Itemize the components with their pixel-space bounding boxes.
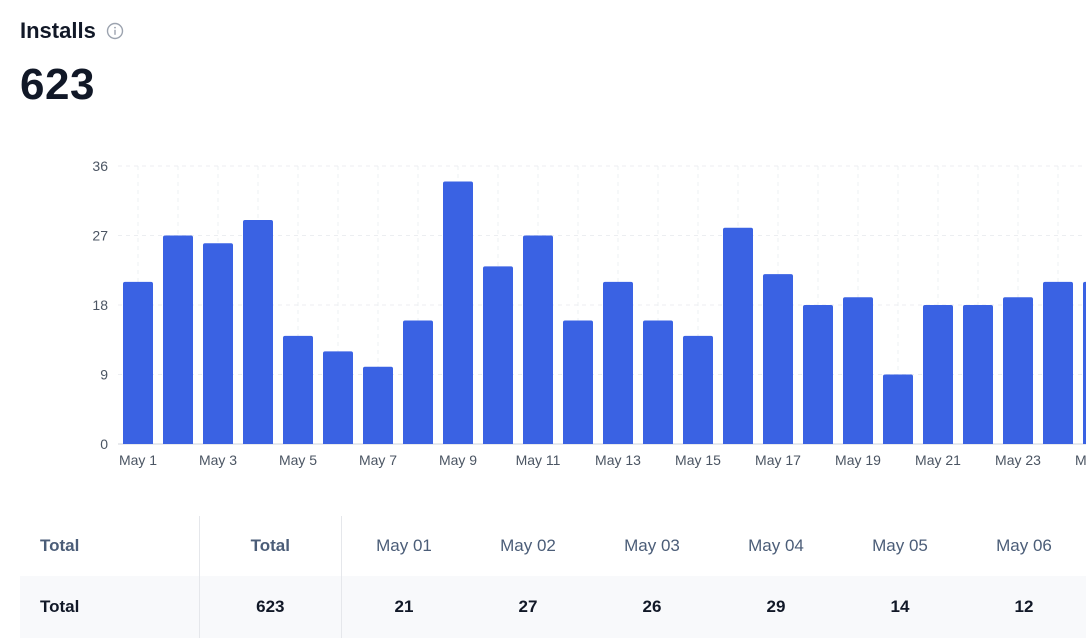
y-tick-label: 9 (100, 367, 108, 383)
bar (283, 335, 313, 444)
header: Installs (20, 18, 124, 44)
row-day-cell: 12 (1014, 597, 1034, 616)
x-tick-label: May 5 (279, 452, 317, 468)
row-day-cell: 21 (394, 597, 414, 616)
header-day-cell: May 03 (624, 536, 680, 555)
bar (883, 374, 913, 444)
x-tick-label: May 1 (119, 452, 157, 468)
installs-bar-chart: 0 9 18 27 36 May 1 May 3 May 5 May 7 May 9 May 11 M… (92, 158, 1086, 468)
row-day-cell: 27 (518, 597, 538, 616)
bar (443, 181, 473, 444)
x-tick-label: May 19 (835, 452, 881, 468)
x-tick-label: May 9 (439, 452, 477, 468)
bar (803, 305, 833, 444)
bar (723, 227, 753, 444)
bar (203, 243, 233, 444)
bar (243, 220, 273, 444)
bar (923, 305, 953, 444)
bar (323, 351, 353, 444)
x-tick-label: May 15 (675, 452, 721, 468)
header-day-cell: May 04 (748, 536, 804, 555)
row-total-cell: 623 (200, 576, 342, 638)
bar (523, 235, 553, 444)
bar (603, 281, 633, 444)
header-day-cell: May 01 (376, 536, 432, 555)
table-row: Total 623 21 27 26 29 14 12 (20, 576, 1086, 638)
x-tick-label: May 7 (359, 452, 397, 468)
y-tick-label: 36 (92, 158, 108, 174)
bar (363, 366, 393, 444)
y-tick-label: 0 (100, 436, 108, 452)
header-day-cell: May 06 (996, 536, 1052, 555)
bar (123, 281, 153, 444)
bar (163, 235, 193, 444)
info-icon[interactable] (106, 22, 124, 40)
row-day-cell: 26 (642, 597, 662, 616)
header-day-cell: May 02 (500, 536, 556, 555)
x-tick-label: May 11 (516, 452, 561, 468)
title-row: Installs (20, 18, 124, 44)
x-tick-label: May 13 (595, 452, 641, 468)
x-tick-label: May 25 (1075, 452, 1086, 468)
page-title: Installs (20, 18, 96, 43)
bar (1003, 297, 1033, 444)
row-day-cell: 29 (766, 597, 786, 616)
header-total-cell: Total (200, 516, 342, 576)
x-tick-label: May 3 (199, 452, 237, 468)
bar (403, 320, 433, 444)
bar (483, 266, 513, 444)
y-tick-label: 27 (92, 228, 108, 244)
total-installs-value: 623 (20, 60, 95, 109)
bar (763, 274, 793, 444)
row-label-cell: Total (20, 576, 200, 638)
header-day-cell: May 05 (872, 536, 928, 555)
header-label-cell: Total (20, 516, 200, 576)
bar (1043, 281, 1073, 444)
bar (843, 297, 873, 444)
bar (963, 305, 993, 444)
x-tick-label: May 23 (995, 452, 1041, 468)
table-header-row: Total Total May 01 May 02 May 03 May 04 … (20, 516, 1086, 576)
x-tick-label: May 21 (915, 452, 961, 468)
x-tick-label: May 17 (755, 452, 801, 468)
y-tick-label: 18 (92, 297, 108, 313)
installs-table: Total Total May 01 May 02 May 03 May 04 … (20, 516, 1086, 638)
bar (563, 320, 593, 444)
row-day-cell: 14 (890, 597, 910, 616)
bar (1083, 281, 1086, 444)
bar (643, 320, 673, 444)
bar (683, 335, 713, 444)
